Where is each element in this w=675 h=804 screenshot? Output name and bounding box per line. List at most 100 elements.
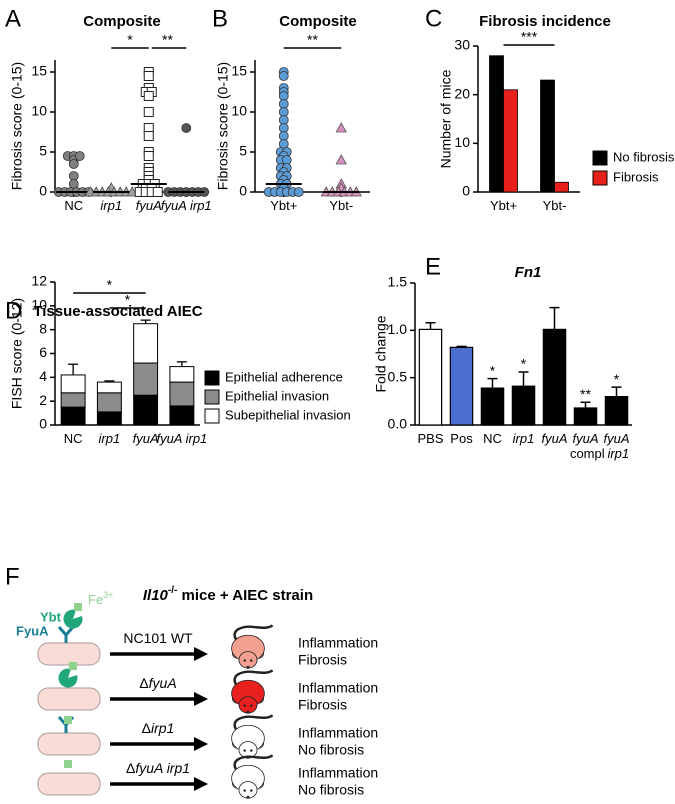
legend-label: Epithelial invasion <box>225 388 329 403</box>
y-axis-label: FISH score (0-12) <box>9 298 25 409</box>
mouse-tail <box>233 624 274 641</box>
y-tick-label: 5 <box>239 143 247 159</box>
significance: * <box>127 32 133 48</box>
chart-title: Fibrosis incidence <box>479 13 611 30</box>
bar-segment <box>133 394 159 426</box>
mouse <box>231 714 274 759</box>
bar-segment <box>96 411 122 426</box>
bar-segment <box>60 392 86 408</box>
data-point <box>335 122 347 133</box>
mouse-eye <box>250 659 253 662</box>
mouse <box>231 669 274 714</box>
receptor <box>57 626 75 643</box>
y-axis-label: Number of mice <box>438 69 454 168</box>
mouse-nose <box>246 665 250 669</box>
strain-label: ΔfyuA irp1 <box>126 760 190 776</box>
strain-name: fyuA <box>149 675 177 691</box>
bar-segment <box>133 362 159 396</box>
data-point <box>335 154 347 165</box>
y-tick-label: 8 <box>39 320 47 336</box>
bar-segment <box>133 323 159 364</box>
outcome-label: No fibrosis <box>298 742 364 758</box>
x-tick-label: fyuA <box>136 198 162 213</box>
significance: ** <box>580 386 591 402</box>
y-axis-label: Fibrosis score (0-15) <box>9 62 25 190</box>
strain-prefix: Δ <box>139 675 148 691</box>
y-tick-label: 15 <box>31 63 47 79</box>
legend-swatch <box>592 170 608 186</box>
bacterium <box>37 687 101 711</box>
bar <box>418 328 443 426</box>
bacterium <box>37 642 101 666</box>
superscript: -/- <box>168 585 177 596</box>
bar-segment <box>169 381 195 407</box>
x-tick-label: Ybt+ <box>270 198 297 213</box>
x-tick-label: NC <box>64 431 83 446</box>
data-point <box>143 107 154 117</box>
y-tick-label: 10 <box>31 297 47 313</box>
y-tick-label: 1.0 <box>388 321 408 337</box>
legend-swatch <box>592 150 608 166</box>
x-tick-label: Ybt- <box>329 198 353 213</box>
panel-label: B <box>212 5 228 32</box>
strain-label: NC101 WT <box>123 630 193 646</box>
y-tick-label: 0 <box>39 416 47 432</box>
bar <box>489 55 504 193</box>
x-tick-label: fyuA <box>541 431 567 446</box>
data-point <box>293 187 304 197</box>
mouse-head <box>238 651 258 669</box>
mouse-head <box>238 781 258 799</box>
data-point <box>74 151 85 161</box>
siderophore <box>58 668 78 688</box>
bar-segment <box>169 366 195 383</box>
bar <box>480 387 505 426</box>
x-tick-label: irp1 <box>513 431 535 446</box>
data-point <box>152 187 163 197</box>
y-axis-label: Fold change <box>373 315 389 392</box>
mouse-tail <box>233 714 274 731</box>
y-tick-label: 20 <box>454 85 470 101</box>
arrow-head <box>194 777 208 791</box>
legend-swatch <box>204 389 220 405</box>
bar-segment <box>96 381 122 394</box>
arrow-head <box>194 647 208 661</box>
bar-segment <box>60 406 86 426</box>
chart-title: Composite <box>83 13 161 30</box>
diagram-title: Il10-/- mice + AIEC strain <box>143 585 313 604</box>
x-tick-label: PBS <box>417 431 443 446</box>
y-tick-label: 30 <box>454 37 470 53</box>
y-tick-label: 10 <box>454 134 470 150</box>
panel-label: C <box>425 5 442 32</box>
outcome-label: Inflammation <box>298 680 378 696</box>
y-tick-label: 4 <box>39 368 47 384</box>
mouse-eye <box>250 789 253 792</box>
legend-label: Epithelial adherence <box>225 369 343 384</box>
x-tick-label: Ybt- <box>543 198 567 213</box>
arrow-head <box>194 692 208 706</box>
data-point <box>143 71 154 81</box>
panel-label: F <box>5 563 20 590</box>
gene-name: Il10 <box>143 587 169 604</box>
iron-label: Fe3+ <box>88 590 113 607</box>
panel-label: A <box>5 5 21 32</box>
x-tick-label: Ybt+ <box>490 198 517 213</box>
bar <box>503 89 518 193</box>
x-tick-label: fyuA irp1 <box>603 431 629 461</box>
title-rest: mice + AIEC strain <box>177 587 313 604</box>
y-tick-label: 2 <box>39 392 47 408</box>
receptor-label: FyuA <box>16 623 49 638</box>
data-point <box>143 91 154 101</box>
legend-label: No fibrosis <box>613 149 675 164</box>
y-tick-label: 0 <box>239 183 247 199</box>
legend-label: Fibrosis <box>613 169 659 184</box>
y-tick-label: 0.5 <box>388 368 408 384</box>
bar <box>542 328 567 426</box>
significance: * <box>614 371 620 387</box>
iron-superscript: 3+ <box>103 590 113 600</box>
y-axis-label: Fibrosis score (0-15) <box>215 62 231 190</box>
siderophore <box>63 609 83 629</box>
bar-segment <box>96 392 122 413</box>
x-tick-label: fyuA compl <box>566 431 604 461</box>
mouse-nose <box>246 795 250 799</box>
